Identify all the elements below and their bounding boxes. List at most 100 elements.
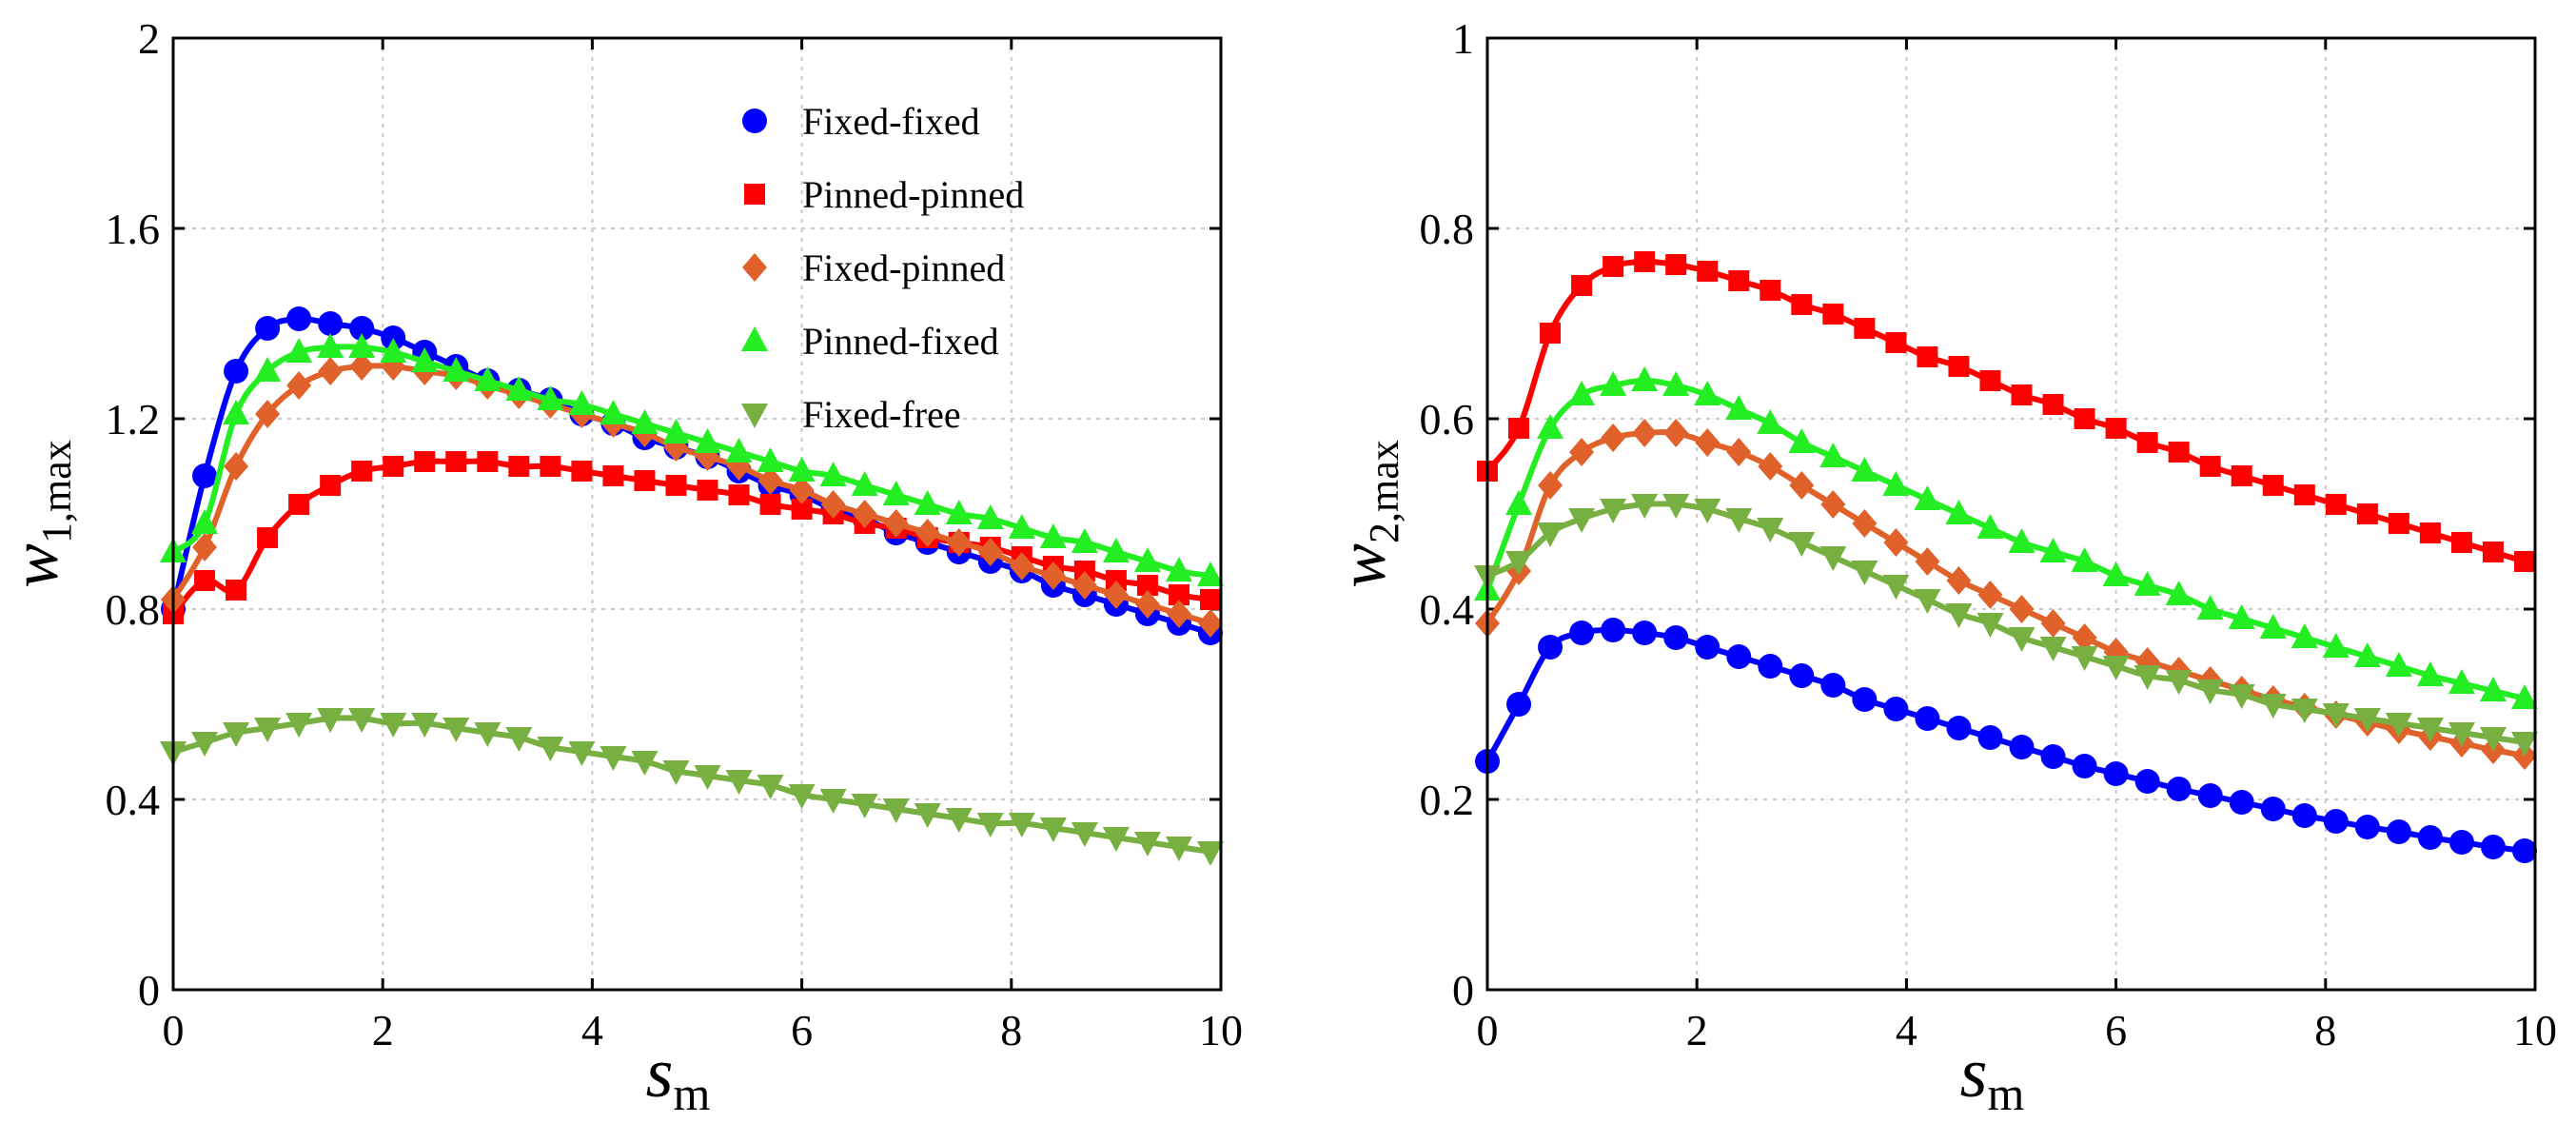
data-point-pinned-fixed: [945, 500, 973, 524]
data-point-pinned-fixed: [1976, 514, 2004, 539]
data-point-fixed-free: [1976, 613, 2004, 638]
legend-marker-fixed-free: [741, 404, 768, 428]
data-point-fixed-pinned: [1695, 428, 1721, 457]
data-point-fixed-pinned: [1632, 419, 1658, 447]
data-point-pinned-pinned: [1822, 304, 1844, 325]
data-point-pinned-fixed: [788, 457, 816, 482]
data-point-pinned-fixed: [223, 400, 250, 424]
data-point-fixed-pinned: [192, 533, 218, 562]
x-axis-label-symbol: s: [646, 1034, 674, 1113]
data-point-fixed-pinned: [1601, 424, 1626, 452]
data-point-fixed-free: [1662, 494, 1690, 519]
data-point-fixed-free: [568, 741, 596, 766]
data-point-fixed-pinned: [2009, 595, 2035, 623]
data-point-pinned-fixed: [694, 428, 721, 453]
data-point-fixed-fixed: [2040, 744, 2066, 769]
data-point-pinned-fixed: [568, 390, 596, 415]
data-point-pinned-fixed: [600, 400, 627, 424]
legend-marker-fixed-pinned: [742, 253, 767, 282]
data-point-pinned-pinned: [1697, 261, 1719, 282]
data-point-fixed-pinned: [1072, 571, 1097, 600]
data-point-pinned-fixed: [976, 504, 1004, 529]
data-point-pinned-fixed: [882, 481, 910, 505]
data-point-pinned-pinned: [2513, 551, 2535, 572]
data-point-fixed-pinned: [1758, 452, 1783, 481]
legend-item-fixed-pinned: Fixed-pinned: [742, 246, 1005, 289]
data-point-fixed-free: [1819, 546, 1847, 571]
data-point-fixed-free: [1631, 494, 1659, 519]
data-point-pinned-fixed: [191, 509, 219, 534]
y-axis-label-symbol: w: [0, 543, 72, 588]
data-point-fixed-fixed: [1695, 635, 1721, 660]
data-point-pinned-fixed: [2259, 614, 2287, 639]
y-tick-label: 0.4: [1420, 585, 1475, 634]
y-axis-label-symbol: w: [1327, 543, 1400, 588]
data-point-fixed-free: [2385, 713, 2412, 738]
data-point-fixed-fixed: [1506, 692, 1532, 717]
data-point-fixed-free: [1851, 561, 1878, 585]
data-point-fixed-free: [1600, 499, 1627, 523]
data-point-pinned-pinned: [1917, 346, 1938, 367]
data-point-pinned-pinned: [2042, 394, 2064, 415]
legend-marker-pinned-fixed: [741, 326, 768, 351]
data-point-pinned-fixed: [1165, 557, 1192, 581]
data-point-fixed-fixed: [1758, 654, 1783, 679]
data-point-pinned-fixed: [851, 471, 878, 496]
data-point-pinned-fixed: [2510, 684, 2538, 709]
data-point-fixed-free: [1788, 532, 1816, 557]
data-point-fixed-free: [2071, 646, 2098, 671]
data-point-fixed-fixed: [1569, 621, 1595, 645]
data-point-fixed-fixed: [2229, 790, 2254, 815]
y-axis-label-index: 1: [33, 522, 80, 543]
data-point-fixed-free: [2291, 699, 2318, 723]
data-point-fixed-free: [725, 770, 753, 795]
data-point-fixed-fixed: [1946, 716, 1972, 740]
data-point-pinned-pinned: [1979, 370, 2001, 391]
data-point-fixed-fixed: [2354, 815, 2380, 839]
data-point-fixed-pinned: [820, 490, 846, 519]
data-point-fixed-free: [1133, 832, 1161, 857]
data-point-fixed-free: [537, 737, 564, 761]
data-point-fixed-pinned: [2072, 623, 2097, 652]
data-point-fixed-fixed: [2197, 783, 2223, 808]
data-point-fixed-pinned: [1538, 471, 1563, 500]
data-point-pinned-pinned: [2136, 432, 2158, 453]
data-point-pinned-pinned: [2105, 418, 2127, 439]
data-point-pinned-pinned: [1136, 575, 1158, 596]
x-tick-label: 6: [2105, 1006, 2127, 1054]
data-point-pinned-pinned: [383, 456, 404, 477]
data-point-fixed-pinned: [1789, 471, 1815, 500]
data-point-fixed-free: [254, 718, 282, 742]
data-point-fixed-free: [2448, 722, 2475, 747]
data-point-fixed-pinned: [1820, 490, 1846, 519]
data-point-pinned-fixed: [1008, 514, 1035, 539]
data-point-fixed-pinned: [1134, 590, 1160, 619]
data-point-fixed-free: [1102, 827, 1130, 852]
data-point-fixed-fixed: [2134, 769, 2160, 794]
data-point-pinned-fixed: [1694, 381, 1721, 405]
legend-marker-pinned-pinned: [744, 184, 765, 205]
data-point-fixed-free: [1945, 603, 1973, 628]
data-point-fixed-fixed: [2386, 819, 2411, 844]
data-point-pinned-pinned: [2293, 484, 2315, 505]
data-point-pinned-fixed: [1882, 471, 1910, 496]
data-point-fixed-free: [191, 732, 219, 757]
data-point-pinned-pinned: [1760, 280, 1781, 301]
data-point-pinned-pinned: [2168, 442, 2190, 463]
data-point-fixed-free: [1008, 813, 1035, 837]
data-point-fixed-pinned: [1166, 600, 1191, 628]
y-tick-label: 0.8: [106, 585, 161, 634]
data-point-pinned-fixed: [2448, 669, 2475, 694]
data-point-pinned-fixed: [1196, 562, 1224, 586]
data-point-pinned-fixed: [914, 490, 941, 515]
data-point-fixed-fixed: [1726, 644, 1752, 669]
data-point-fixed-free: [1757, 518, 1784, 542]
data-point-fixed-free: [285, 713, 313, 738]
data-point-pinned-fixed: [2134, 571, 2161, 596]
data-point-fixed-free: [694, 765, 721, 790]
data-point-fixed-pinned: [1883, 528, 1909, 557]
x-axis-label-subscript: m: [1987, 1067, 2024, 1120]
x-tick-label: 8: [2314, 1006, 2336, 1054]
data-point-fixed-free: [2353, 708, 2381, 733]
legend-label: Pinned-pinned: [802, 173, 1024, 216]
